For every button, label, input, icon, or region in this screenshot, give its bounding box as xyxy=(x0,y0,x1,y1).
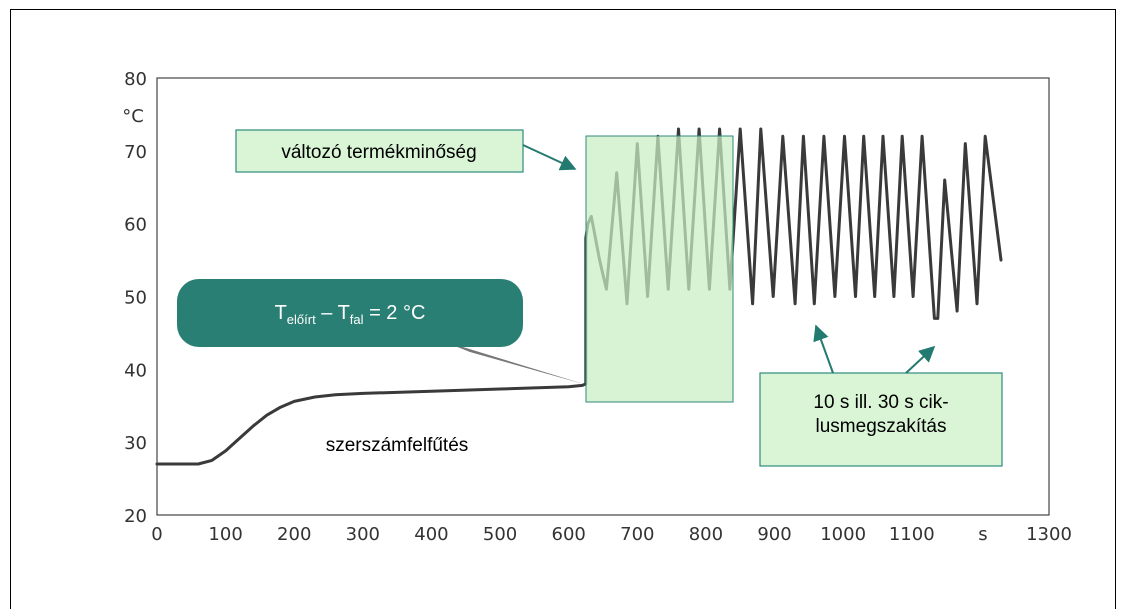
temp-diff-mid: – T xyxy=(316,302,350,324)
x-unit-label: s xyxy=(978,524,987,545)
heating-label: szerszámfelfűtés xyxy=(326,435,469,456)
y-tick-label: 70 xyxy=(124,142,147,163)
temp-diff-t1: T xyxy=(275,302,287,324)
x-tick-label: 200 xyxy=(277,524,311,545)
slide-frame xyxy=(10,9,1116,609)
y-axis: 20 30 40 50 60 70 80 xyxy=(124,69,147,527)
y-unit-label: °C xyxy=(122,106,144,127)
y-tick-label: 50 xyxy=(124,288,147,309)
temp-diff-sub2: fal xyxy=(350,312,364,327)
y-tick-label: 40 xyxy=(124,360,147,381)
x-tick-label: 1100 xyxy=(889,524,935,545)
temp-diff-sub1: előírt xyxy=(287,312,316,327)
y-tick-label: 30 xyxy=(124,433,147,454)
x-axis: 0 100 200 300 400 500 600 700 800 900 1000 1100 1300 xyxy=(151,524,1072,545)
x-tick-label: 100 xyxy=(208,524,242,545)
variable-quality-arrow xyxy=(522,144,577,171)
x-tick-label: 700 xyxy=(620,524,654,545)
variable-quality-text: változó termékminőség xyxy=(281,142,476,163)
interruption-arrow-right xyxy=(905,345,936,374)
plot-frame xyxy=(156,77,1050,516)
variable-quality-callout xyxy=(235,129,524,173)
interruption-text-line1: 10 s ill. 30 s cik- xyxy=(813,392,948,413)
interruption-text-line2: lusmegszakítás xyxy=(816,416,947,437)
x-tick-label: 1300 xyxy=(1026,524,1072,545)
y-tick-label: 80 xyxy=(124,69,147,90)
interruption-callout xyxy=(759,372,1003,467)
x-tick-label: 400 xyxy=(414,524,448,545)
variable-quality-region xyxy=(585,135,734,403)
interruption-arrow-left xyxy=(813,324,834,374)
x-tick-label: 900 xyxy=(757,524,791,545)
y-tick-label: 60 xyxy=(124,215,147,236)
x-tick-label: 800 xyxy=(689,524,723,545)
x-tick-label: 0 xyxy=(151,524,162,545)
temp-diff-tail: = 2 °C xyxy=(364,302,426,324)
temp-diff-callout xyxy=(177,279,523,347)
temp-diff-text: Telőírt – Tfal = 2 °C xyxy=(275,302,426,327)
x-tick-label: 500 xyxy=(483,524,517,545)
x-tick-label: 300 xyxy=(346,524,380,545)
temp-diff-pointer xyxy=(440,340,587,385)
y-tick-label: 20 xyxy=(124,506,147,527)
x-tick-label: 600 xyxy=(552,524,586,545)
x-tick-label: 1000 xyxy=(820,524,866,545)
temperature-line xyxy=(155,127,1003,466)
